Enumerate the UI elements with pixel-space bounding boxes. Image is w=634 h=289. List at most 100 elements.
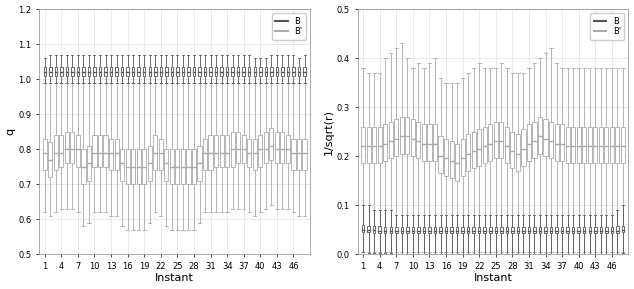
Bar [361, 127, 365, 163]
Bar [571, 127, 575, 163]
Bar [215, 67, 217, 75]
Bar [368, 226, 370, 232]
Bar [105, 67, 107, 75]
Bar [259, 67, 262, 75]
Bar [281, 67, 283, 75]
Bar [549, 122, 553, 158]
Bar [611, 227, 613, 233]
Bar [275, 131, 279, 163]
Bar [192, 149, 196, 184]
Bar [93, 135, 96, 166]
Bar [566, 227, 569, 234]
Bar [445, 227, 448, 234]
Bar [99, 67, 101, 75]
Bar [594, 227, 597, 234]
Bar [209, 67, 212, 75]
Bar [115, 138, 119, 170]
Bar [270, 67, 273, 75]
Bar [280, 131, 285, 163]
Bar [142, 149, 146, 184]
Bar [610, 127, 614, 163]
Bar [417, 227, 420, 234]
Bar [93, 67, 96, 75]
Bar [231, 67, 234, 75]
Bar [378, 127, 382, 163]
Bar [389, 227, 392, 233]
Bar [566, 127, 570, 163]
Bar [600, 227, 602, 234]
Bar [366, 127, 371, 163]
Bar [248, 67, 250, 75]
Bar [572, 227, 574, 234]
Bar [561, 227, 564, 234]
Bar [160, 67, 162, 75]
Bar [165, 67, 167, 75]
Bar [264, 67, 267, 75]
Bar [292, 67, 295, 75]
Bar [555, 227, 558, 234]
Bar [182, 67, 184, 75]
Bar [148, 67, 151, 75]
Bar [543, 119, 548, 156]
Bar [198, 67, 201, 75]
Bar [98, 135, 102, 166]
Legend: B, B': B, B' [272, 13, 306, 40]
Bar [297, 138, 301, 170]
Bar [55, 67, 57, 75]
Bar [510, 131, 514, 168]
Bar [578, 227, 580, 234]
Bar [450, 141, 454, 178]
Bar [577, 127, 581, 163]
Bar [176, 67, 179, 75]
Y-axis label: q: q [6, 128, 16, 135]
Bar [219, 135, 224, 166]
Bar [405, 117, 410, 153]
Bar [422, 124, 426, 161]
Bar [484, 227, 486, 234]
Bar [488, 124, 493, 161]
Y-axis label: 1/sqrt(r): 1/sqrt(r) [324, 109, 334, 155]
Bar [138, 67, 140, 75]
Bar [450, 227, 453, 234]
Bar [181, 149, 185, 184]
Bar [505, 127, 509, 163]
Bar [539, 227, 541, 234]
Bar [258, 135, 262, 166]
Bar [225, 135, 230, 166]
Bar [137, 149, 141, 184]
Bar [303, 67, 306, 75]
Bar [242, 135, 246, 163]
Bar [489, 227, 491, 234]
Bar [187, 67, 190, 75]
Bar [269, 128, 273, 160]
Bar [70, 131, 74, 163]
Bar [221, 67, 223, 75]
Bar [593, 127, 597, 163]
Bar [65, 131, 69, 163]
Bar [226, 67, 228, 75]
Bar [616, 127, 619, 163]
Bar [143, 67, 145, 75]
Bar [428, 227, 430, 234]
Bar [197, 146, 202, 181]
Bar [384, 227, 387, 233]
Bar [298, 67, 301, 75]
Bar [253, 138, 257, 170]
Bar [48, 142, 53, 177]
Bar [378, 226, 381, 233]
Bar [103, 135, 108, 166]
Bar [171, 67, 173, 75]
Bar [231, 131, 235, 166]
Bar [110, 67, 112, 75]
Bar [82, 67, 85, 75]
Bar [203, 138, 207, 170]
Bar [527, 124, 531, 161]
Bar [400, 117, 404, 153]
Bar [433, 124, 437, 161]
Bar [439, 136, 443, 173]
Bar [54, 135, 58, 170]
Bar [109, 138, 113, 170]
Bar [148, 146, 152, 181]
Bar [237, 67, 240, 75]
Bar [49, 67, 51, 75]
